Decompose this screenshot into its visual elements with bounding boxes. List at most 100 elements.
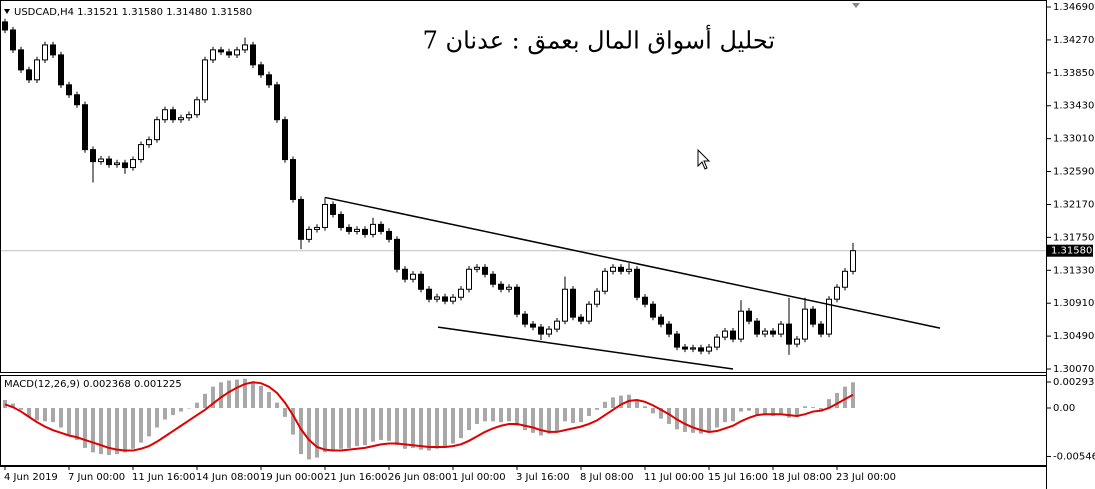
- macd-bar: [339, 408, 343, 449]
- candle-body: [826, 298, 832, 335]
- macd-bar: [483, 408, 487, 422]
- candle-body: [42, 44, 48, 61]
- macd-bar: [651, 408, 655, 414]
- candle-body: [194, 99, 200, 116]
- candle-body: [714, 336, 720, 348]
- x-tick-label: 3 Jul 16:00: [516, 472, 570, 483]
- macd-bar: [403, 408, 407, 449]
- candle-body: [10, 29, 16, 51]
- macd-bar: [211, 386, 215, 409]
- macd-bar: [75, 408, 79, 440]
- macd-bar: [163, 408, 167, 420]
- x-tick-label: 11 Jul 00:00: [644, 472, 704, 483]
- candle-body: [402, 268, 408, 280]
- candle-body: [778, 323, 784, 335]
- candle-body: [82, 104, 88, 151]
- candle-body: [794, 338, 800, 345]
- candle-body: [314, 226, 320, 230]
- x-tick-label: 21 Jun 16:00: [324, 472, 388, 483]
- main-panel: [0, 0, 1047, 373]
- candle-body: [50, 44, 56, 56]
- macd-bar: [547, 408, 551, 434]
- macd-bar: [235, 379, 239, 409]
- candle-body: [426, 288, 432, 300]
- x-tick-label: 23 Jul 00:00: [836, 472, 896, 483]
- candle-body: [2, 21, 8, 31]
- macd-bar: [267, 392, 271, 409]
- annotation: تحليل أسواق المال بعمق : عدنان 7: [423, 24, 775, 55]
- macd-bar: [131, 408, 135, 449]
- macd-bar: [83, 408, 87, 448]
- macd-bar: [283, 408, 287, 417]
- candle-body: [122, 162, 128, 169]
- macd-bar: [419, 408, 423, 450]
- candle-body: [442, 296, 448, 302]
- macd-bar: [427, 408, 431, 451]
- candle-body: [354, 228, 360, 232]
- macd-bar: [43, 408, 47, 422]
- candle-body: [690, 347, 696, 350]
- candle-body: [410, 273, 416, 280]
- macd-bar: [755, 408, 759, 416]
- macd-bar: [739, 408, 743, 412]
- macd-bar: [563, 408, 567, 422]
- macd-bar: [707, 408, 711, 432]
- indicator-title: MACD(12,26,9) 0.002368 0.001225: [4, 379, 182, 390]
- macd-bar: [315, 408, 319, 458]
- macd-bar: [291, 408, 295, 435]
- candle-body: [522, 313, 528, 325]
- candle-body: [106, 158, 112, 166]
- x-tick-label: 18 Jul 08:00: [772, 472, 832, 483]
- macd-bar: [691, 408, 695, 433]
- macd-bar: [619, 395, 623, 409]
- candle-body: [242, 44, 248, 51]
- candle-body: [130, 159, 136, 169]
- candle-body: [786, 323, 792, 345]
- macd-bar: [715, 408, 719, 428]
- macd-bar: [835, 392, 839, 409]
- candle-body: [386, 230, 392, 240]
- candle-body: [338, 213, 344, 228]
- macd-bar: [195, 402, 199, 409]
- macd-bar: [51, 408, 55, 423]
- mouse-cursor: [697, 148, 711, 170]
- macd-bar: [371, 408, 375, 442]
- y-tick-label: 1.30910: [1053, 298, 1094, 309]
- macd-bar: [435, 408, 439, 449]
- y-tick-label: 1.32590: [1053, 167, 1094, 178]
- y-tick-label: 1.33430: [1053, 101, 1094, 112]
- macd-bar: [323, 408, 327, 453]
- macd-bar: [843, 386, 847, 409]
- candle-body: [450, 296, 456, 302]
- macd-bar: [99, 408, 103, 455]
- candle-body: [186, 114, 192, 119]
- macd-bar: [355, 408, 359, 447]
- candle-body: [66, 84, 72, 96]
- candle-body: [538, 326, 544, 335]
- candle-body: [474, 266, 480, 270]
- macd-bar: [539, 408, 543, 436]
- macd-bar: [731, 408, 735, 422]
- macd-bar: [395, 408, 399, 446]
- macd-bar: [595, 408, 599, 410]
- trendline: [324, 196, 941, 329]
- macd-bar: [795, 408, 799, 417]
- candle-body: [226, 51, 232, 56]
- y2-tick-label: 0.00: [1053, 403, 1075, 414]
- macd-bar: [67, 408, 71, 435]
- candle-body: [234, 49, 240, 56]
- candle-body: [594, 290, 600, 305]
- candle-body: [586, 303, 592, 322]
- macd-bar: [3, 400, 7, 409]
- y-tick-label: 1.34690: [1053, 2, 1094, 13]
- candle-body: [154, 119, 160, 141]
- candle-body: [370, 223, 376, 235]
- macd-bar: [531, 408, 535, 433]
- candle-body: [562, 288, 568, 322]
- macd-bar: [259, 385, 263, 409]
- candle-body: [530, 323, 536, 328]
- macd-bar: [27, 408, 31, 417]
- candle-body: [210, 49, 216, 61]
